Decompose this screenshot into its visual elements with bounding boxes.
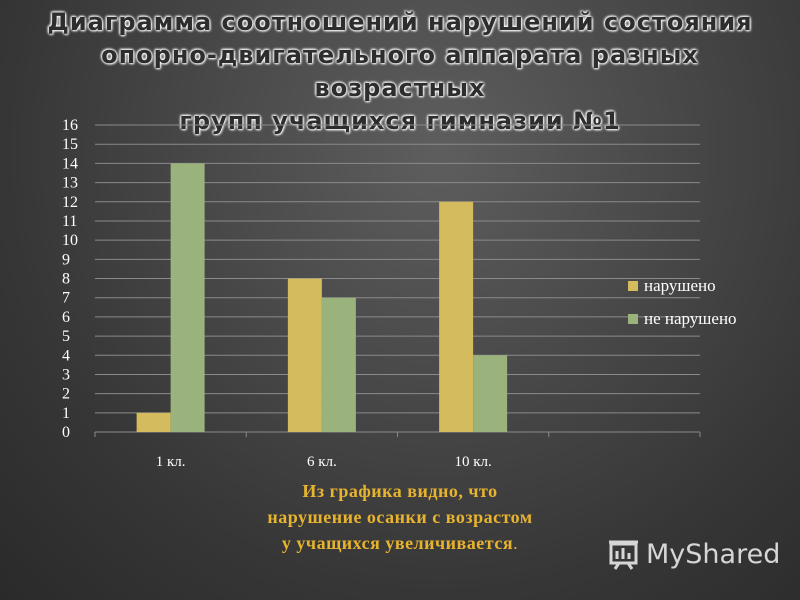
- y-tick-label: 8: [62, 271, 70, 288]
- conclusion-line-1: Из графика видно, что: [302, 481, 498, 501]
- y-tick-label: 10: [62, 232, 78, 249]
- conclusion-line-2: нарушение осанки с возрастом: [267, 507, 533, 527]
- logo-text: MyShared: [646, 538, 781, 570]
- title-line-1: Диаграмма соотношений нарушений состояни…: [47, 8, 753, 36]
- y-tick-label: 12: [62, 194, 78, 211]
- y-tick-label: 2: [62, 386, 70, 403]
- legend-label: не нарушено: [644, 309, 737, 328]
- conclusion-period: .: [513, 533, 519, 553]
- bar-not-violated: [321, 297, 356, 432]
- y-tick-label: 15: [62, 136, 78, 153]
- conclusion-line-3-text: у учащихся увеличивается: [281, 533, 514, 553]
- legend-swatch: [628, 314, 638, 324]
- bar-not-violated: [473, 355, 508, 432]
- y-tick-label: 0: [62, 424, 70, 441]
- legend-swatch: [628, 281, 638, 291]
- y-tick-label: 4: [62, 347, 70, 364]
- y-tick-label: 7: [62, 290, 70, 307]
- y-tick-label: 3: [62, 366, 70, 383]
- bar-violated: [287, 278, 322, 432]
- y-tick-label: 1: [62, 405, 70, 422]
- x-category-label: 6 кл.: [307, 454, 337, 470]
- y-tick-label: 11: [62, 213, 77, 230]
- x-category-label: 10 кл.: [454, 454, 491, 470]
- presentation-icon: [609, 540, 638, 570]
- y-tick-label: 14: [62, 155, 78, 172]
- y-tick-label: 13: [62, 175, 78, 192]
- title-line-3: групп учащихся гимназии №1: [179, 107, 621, 135]
- bar-not-violated: [170, 163, 205, 432]
- y-tick-label: 6: [62, 309, 70, 326]
- title-line-2: опорно-двигательного аппарата разных воз…: [101, 41, 699, 102]
- myshared-logo: MyShared: [606, 534, 780, 574]
- bar-violated: [136, 412, 171, 432]
- legend-label: нарушено: [644, 276, 716, 295]
- conclusion-line-3: у учащихся увеличивается.: [200, 530, 600, 556]
- y-tick-label: 5: [62, 328, 70, 345]
- y-tick-label: 9: [62, 251, 70, 268]
- x-category-label: 1 кл.: [156, 454, 186, 470]
- bar-violated: [439, 201, 474, 432]
- conclusion-text: Из графика видно, что нарушение осанки с…: [200, 478, 600, 556]
- slide-title: Диаграмма соотношений нарушений состояни…: [20, 6, 780, 138]
- y-tick-label: 16: [62, 117, 78, 134]
